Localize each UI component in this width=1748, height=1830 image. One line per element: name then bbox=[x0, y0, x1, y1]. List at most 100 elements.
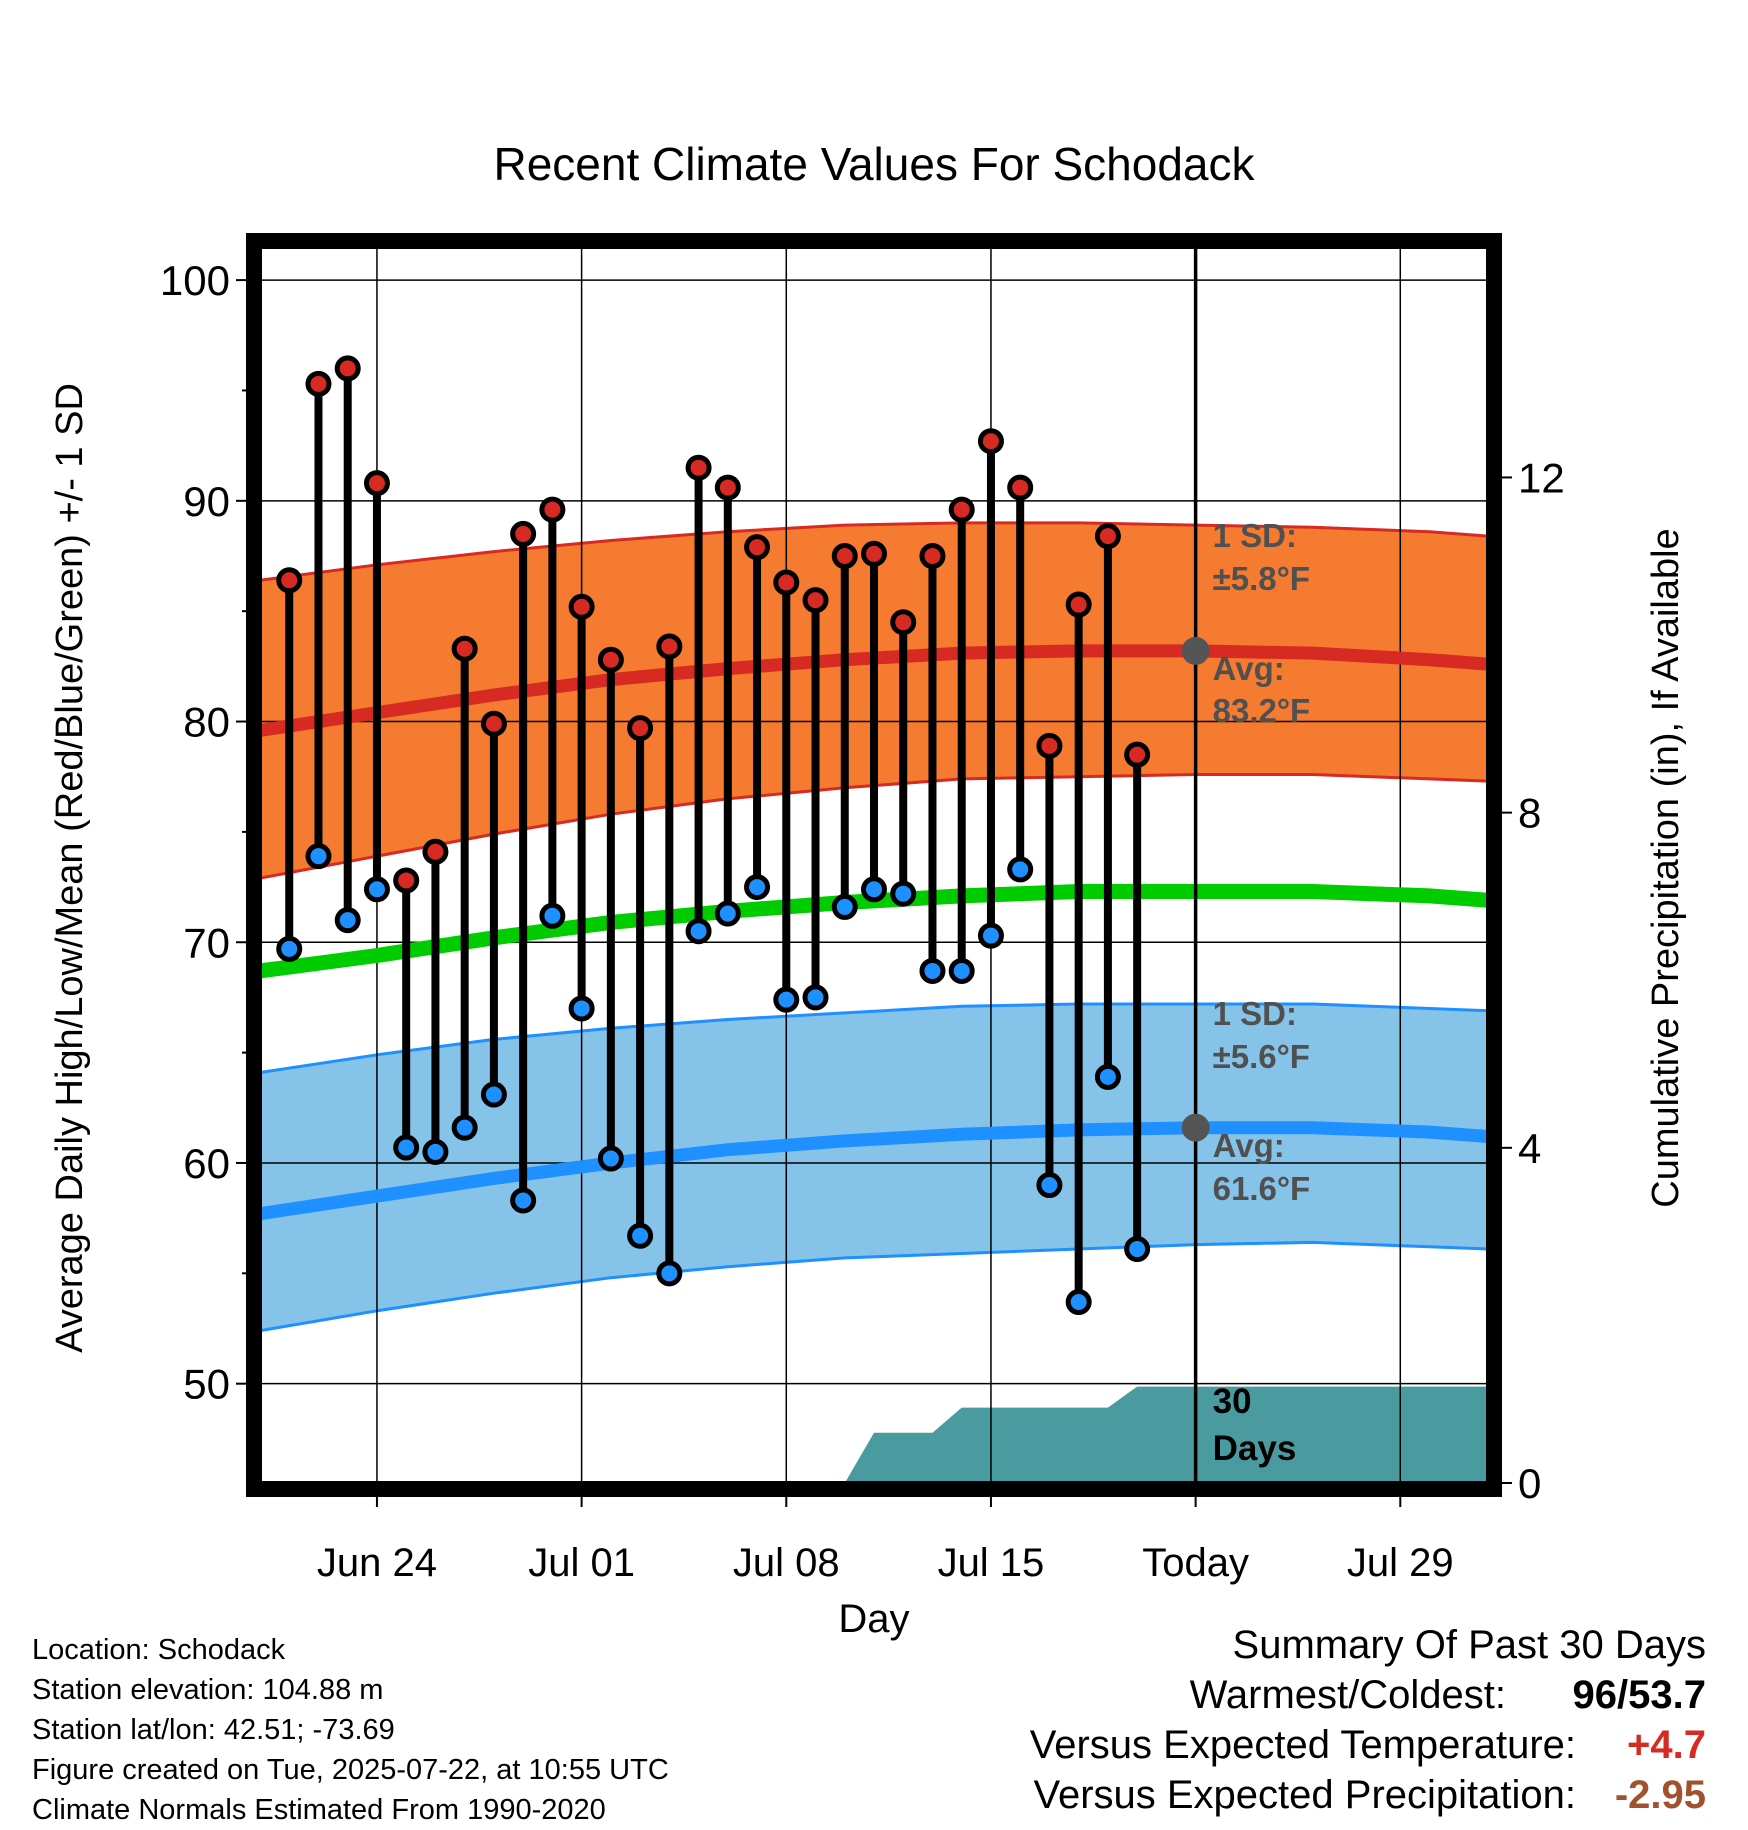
daily-high-point bbox=[831, 543, 858, 569]
low-avg-value: 61.6°F bbox=[1213, 1170, 1311, 1207]
daily-low-point bbox=[1036, 1172, 1063, 1199]
daily-low-point bbox=[597, 1145, 624, 1172]
daily-high-point bbox=[1007, 474, 1034, 501]
latlon-text: Station lat/lon: 42.51; -73.69 bbox=[32, 1714, 395, 1746]
daily-low-point bbox=[422, 1138, 449, 1165]
daily-high-point bbox=[802, 587, 829, 614]
y-tick-label: 90 bbox=[183, 478, 230, 525]
daily-high-point bbox=[861, 540, 887, 567]
summary-title: Summary Of Past 30 Days bbox=[1232, 1623, 1706, 1667]
y2-tick-label: 12 bbox=[1518, 454, 1565, 501]
daily-low-point bbox=[568, 995, 595, 1022]
days-number-label: 30 bbox=[1213, 1382, 1252, 1421]
daily-high-point bbox=[744, 534, 771, 561]
daily-high-point bbox=[773, 569, 800, 596]
high-avg-value: 83.2°F bbox=[1213, 692, 1311, 729]
daily-high-point bbox=[510, 520, 537, 547]
avg-mean-line bbox=[260, 884, 1488, 979]
days-word-label: Days bbox=[1213, 1429, 1297, 1468]
y-tick-label: 80 bbox=[183, 699, 230, 746]
today-avg-low-marker bbox=[1181, 1113, 1210, 1142]
daily-high-point bbox=[363, 470, 390, 497]
daily-low-point bbox=[919, 957, 946, 984]
daily-high-point bbox=[393, 867, 420, 894]
y-axis-label: Average Daily High/Low/Mean (Red/Blue/Gr… bbox=[49, 383, 91, 1353]
warmest-value: 96 bbox=[1572, 1673, 1618, 1717]
elevation-text: Station elevation: 104.88 m bbox=[32, 1674, 384, 1706]
daily-high-point bbox=[539, 496, 566, 523]
daily-high-point bbox=[627, 715, 654, 742]
low-sd-label: 1 SD: bbox=[1213, 995, 1297, 1032]
daily-low-point bbox=[948, 957, 975, 984]
daily-low-point bbox=[773, 986, 800, 1013]
daily-low-point bbox=[685, 918, 712, 945]
daily-high-point bbox=[1094, 523, 1121, 550]
precip-value: -2.95 bbox=[1614, 1773, 1706, 1817]
summary-panel: Summary Of Past 30 Days Warmest/Coldest:… bbox=[806, 1620, 1706, 1820]
low-sd-lower-line bbox=[260, 1240, 1488, 1333]
y-tick-label: 70 bbox=[183, 919, 230, 966]
daily-low-point bbox=[977, 922, 1004, 949]
daily-low-point bbox=[890, 880, 917, 907]
daily-high-point bbox=[334, 355, 361, 382]
daily-high-point bbox=[1065, 591, 1092, 618]
daily-high-point bbox=[890, 609, 917, 636]
daily-low-point bbox=[393, 1134, 420, 1161]
daily-high-point bbox=[977, 428, 1004, 455]
station-info: Location: Schodack Station elevation: 10… bbox=[32, 1630, 669, 1830]
summary-temp-row: Versus Expected Temperature: +4.7 bbox=[806, 1720, 1706, 1770]
warmest-label: Warmest/Coldest: bbox=[1189, 1673, 1506, 1717]
daily-high-point bbox=[948, 496, 975, 523]
daily-low-point bbox=[480, 1081, 507, 1108]
daily-low-point bbox=[656, 1260, 683, 1287]
y2-tick-label: 4 bbox=[1518, 1125, 1541, 1172]
y-tick-label: 50 bbox=[183, 1361, 230, 1408]
low-sd-value: ±5.6°F bbox=[1213, 1038, 1310, 1075]
summary-precip-row: Versus Expected Precipitation: -2.95 bbox=[806, 1770, 1706, 1820]
daily-high-point bbox=[1124, 741, 1151, 768]
low-sd-upper-line bbox=[260, 1002, 1488, 1074]
temp-value: +4.7 bbox=[1627, 1723, 1706, 1767]
daily-low-point bbox=[510, 1187, 537, 1214]
chart-title: Recent Climate Values For Schodack bbox=[493, 138, 1255, 190]
daily-high-point bbox=[656, 633, 683, 660]
high-sd-upper-line bbox=[260, 521, 1488, 582]
y-tick-label: 100 bbox=[160, 257, 230, 304]
precipitation-area bbox=[260, 1386, 1488, 1483]
low-avg-label: Avg: bbox=[1213, 1127, 1285, 1164]
precip-label: Versus Expected Precipitation: bbox=[1033, 1773, 1576, 1817]
x-tick-label: Jul 29 bbox=[1347, 1541, 1454, 1585]
summary-warmest-row: Warmest/Coldest: 96/53.7 bbox=[806, 1670, 1706, 1720]
daily-low-point bbox=[305, 843, 332, 870]
warmest-coldest-value: 96/53.7 bbox=[1572, 1673, 1706, 1717]
y2-axis-label: Cumulative Precipitation (in), If Availa… bbox=[1645, 528, 1687, 1207]
plot-frame bbox=[246, 233, 1502, 1497]
daily-low-point bbox=[334, 907, 361, 934]
x-axis-label: Day bbox=[838, 1597, 909, 1641]
daily-low-point bbox=[539, 902, 566, 929]
daily-high-point bbox=[597, 646, 624, 673]
daily-low-point bbox=[1094, 1063, 1121, 1090]
daily-low-point bbox=[451, 1114, 478, 1141]
high-avg-label: Avg: bbox=[1213, 650, 1285, 687]
daily-low-point bbox=[802, 984, 829, 1011]
avg-low-line bbox=[260, 1121, 1488, 1221]
daily-high-point bbox=[451, 635, 478, 662]
daily-high-point bbox=[480, 710, 507, 737]
daily-low-point bbox=[1007, 856, 1034, 883]
high-sd-value: ±5.8°F bbox=[1213, 560, 1310, 597]
daily-high-point bbox=[422, 838, 449, 865]
x-tick-label: Today bbox=[1142, 1541, 1249, 1585]
today-avg-high-marker bbox=[1181, 636, 1210, 665]
location-text: Location: Schodack bbox=[32, 1634, 286, 1666]
daily-low-point bbox=[276, 935, 303, 962]
y2-tick-label: 8 bbox=[1518, 790, 1541, 837]
coldest-value: 53.7 bbox=[1628, 1673, 1706, 1717]
daily-low-point bbox=[1124, 1236, 1151, 1263]
y2-tick-label: 0 bbox=[1518, 1460, 1541, 1507]
created-text: Figure created on Tue, 2025-07-22, at 10… bbox=[32, 1754, 669, 1786]
normals-text: Climate Normals Estimated From 1990-2020 bbox=[32, 1794, 606, 1826]
daily-low-point bbox=[1065, 1289, 1092, 1316]
high-sd-label: 1 SD: bbox=[1213, 517, 1297, 554]
y-tick-label: 60 bbox=[183, 1140, 230, 1187]
